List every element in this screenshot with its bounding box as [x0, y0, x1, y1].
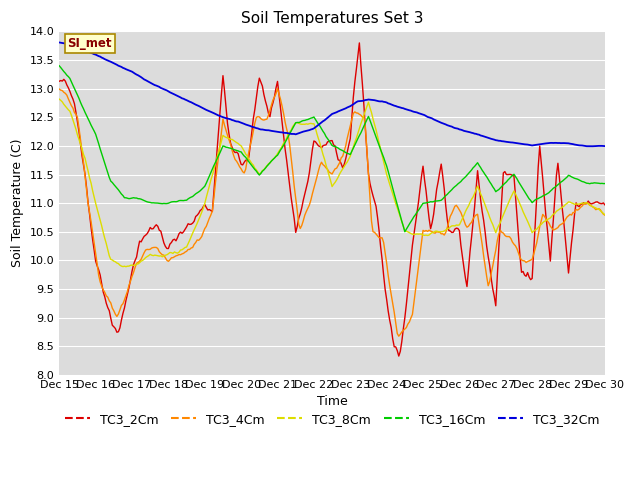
Text: SI_met: SI_met — [67, 37, 112, 50]
X-axis label: Time: Time — [317, 396, 348, 408]
Y-axis label: Soil Temperature (C): Soil Temperature (C) — [11, 139, 24, 267]
Title: Soil Temperatures Set 3: Soil Temperatures Set 3 — [241, 11, 423, 26]
Legend: TC3_2Cm, TC3_4Cm, TC3_8Cm, TC3_16Cm, TC3_32Cm: TC3_2Cm, TC3_4Cm, TC3_8Cm, TC3_16Cm, TC3… — [60, 408, 604, 431]
